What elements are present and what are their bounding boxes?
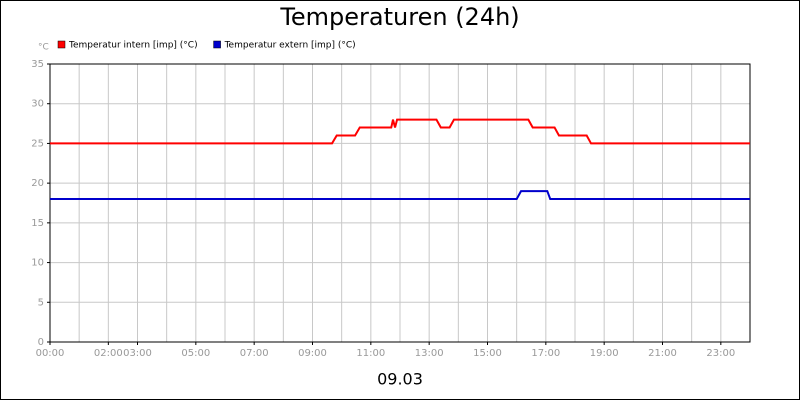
y-tick-label: 20 [31, 178, 44, 189]
y-tick-label: 25 [31, 138, 44, 149]
x-tick-label: 07:00 [240, 348, 269, 359]
y-tick-label: 15 [31, 218, 44, 229]
x-tick-label: 05:00 [181, 348, 210, 359]
y-tick-label: 30 [31, 99, 44, 110]
y-tick-label: 5 [38, 297, 44, 308]
x-tick-label: 21:00 [648, 348, 677, 359]
y-tick-label: 35 [31, 59, 44, 70]
y-axis-unit: °C [38, 43, 49, 53]
series-line [50, 190, 750, 201]
x-tick-label: 03:00 [123, 348, 152, 359]
legend-swatch [213, 40, 221, 49]
chart-title: Temperaturen (24h) [279, 3, 519, 31]
x-axis-label: 09.03 [377, 370, 423, 389]
y-tick-label: 10 [31, 258, 44, 269]
x-tick-label: 09:00 [298, 348, 327, 359]
x-tick-label: 23:00 [706, 348, 735, 359]
x-tick-label: 17:00 [531, 348, 560, 359]
legend-label: Temperatur intern [imp] (°C) [68, 41, 198, 51]
legend-label: Temperatur extern [imp] (°C) [224, 41, 356, 51]
x-tick-label: 19:00 [590, 348, 619, 359]
x-tick-label: 00:00 [36, 348, 65, 359]
y-tick-label: 0 [38, 337, 44, 348]
x-tick-label: 02:00 [94, 348, 123, 359]
plot-frame [49, 63, 751, 343]
x-tick-label: 15:00 [473, 348, 502, 359]
series-line [50, 118, 750, 145]
x-tick-label: 11:00 [356, 348, 385, 359]
x-tick-label: 13:00 [415, 348, 444, 359]
legend-swatch [57, 40, 66, 49]
